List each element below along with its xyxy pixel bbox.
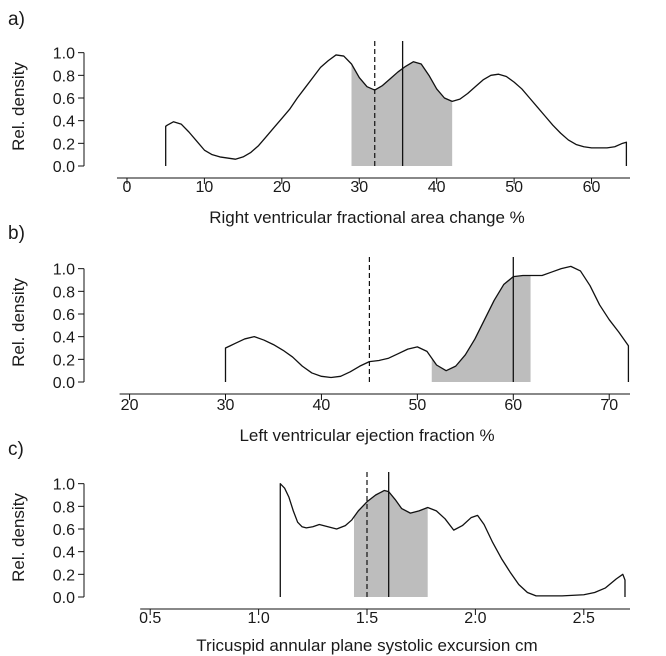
y-axis-label: Rel. density bbox=[9, 62, 28, 151]
density-curve bbox=[165, 54, 628, 166]
chart-panel-1: 0.0 0.2 0.4 0.6 0.8 1.0 0 10 20 30 40 50 60 Right ven… bbox=[8, 9, 630, 227]
x-tick-label: 2.0 bbox=[464, 610, 486, 627]
y-tick-label: 0.2 bbox=[53, 136, 75, 153]
y-tick-label: 0.6 bbox=[53, 307, 75, 324]
x-tick-label: 30 bbox=[217, 397, 235, 414]
y-tick-label: 0.8 bbox=[53, 284, 75, 301]
x-tick-label: 1.5 bbox=[356, 610, 378, 627]
x-tick-label: 30 bbox=[350, 179, 368, 196]
y-tick-label: 0.0 bbox=[53, 590, 75, 607]
chart-panel-3: 0.0 0.2 0.4 0.6 0.8 1.0 0.5 1.0 1.5 2.0 2.5 Tricusp… bbox=[8, 439, 630, 655]
x-tick-label: 50 bbox=[505, 179, 523, 196]
panel-label: c) bbox=[8, 439, 24, 460]
density-curve bbox=[279, 483, 626, 597]
density-curve bbox=[224, 265, 630, 382]
x-axis-label: Tricuspid annular plane systolic excursi… bbox=[196, 636, 537, 655]
y-tick-label: 0.6 bbox=[53, 522, 75, 539]
y-tick-label: 0.6 bbox=[53, 91, 75, 108]
y-tick-label: 1.0 bbox=[53, 46, 75, 63]
x-tick-label: 70 bbox=[600, 397, 618, 414]
y-tick-label: 0.8 bbox=[53, 68, 75, 85]
x-tick-label: 40 bbox=[428, 179, 446, 196]
x-tick-label: 40 bbox=[313, 397, 331, 414]
panel-label: b) bbox=[8, 223, 25, 244]
chart-panel-2: 0.0 0.2 0.4 0.6 0.8 1.0 20 30 40 50 60 70 Left ventr… bbox=[8, 223, 630, 445]
x-tick-label: 2.5 bbox=[573, 610, 595, 627]
y-tick-label: 1.0 bbox=[53, 262, 75, 279]
x-axis-label: Right ventricular fractional area change… bbox=[209, 208, 525, 227]
y-tick-label: 1.0 bbox=[53, 477, 75, 494]
y-tick-label: 0.2 bbox=[53, 567, 75, 584]
y-tick-label: 0.4 bbox=[53, 545, 75, 562]
x-tick-label: 60 bbox=[504, 397, 522, 414]
x-tick-label: 20 bbox=[121, 397, 139, 414]
x-tick-label: 10 bbox=[196, 179, 214, 196]
y-axis-label: Rel. density bbox=[9, 493, 28, 582]
panel-label: a) bbox=[8, 9, 25, 30]
x-tick-label: 50 bbox=[408, 397, 426, 414]
x-tick-label: 0 bbox=[123, 179, 132, 196]
x-tick-label: 20 bbox=[273, 179, 291, 196]
y-tick-label: 0.4 bbox=[53, 330, 75, 347]
x-tick-label: 0.5 bbox=[139, 610, 161, 627]
y-tick-label: 0.8 bbox=[53, 499, 75, 516]
y-tick-label: 0.0 bbox=[53, 375, 75, 392]
shaded-interval bbox=[353, 490, 428, 597]
y-tick-label: 0.4 bbox=[53, 114, 75, 131]
y-tick-label: 0.2 bbox=[53, 352, 75, 369]
y-axis-label: Rel. density bbox=[9, 278, 28, 367]
shaded-interval bbox=[431, 275, 531, 382]
x-tick-label: 60 bbox=[583, 179, 601, 196]
x-axis-label: Left ventricular ejection fraction % bbox=[239, 426, 494, 445]
shaded-interval bbox=[351, 61, 453, 167]
x-tick-label: 1.0 bbox=[247, 610, 269, 627]
y-tick-label: 0.0 bbox=[53, 159, 75, 176]
